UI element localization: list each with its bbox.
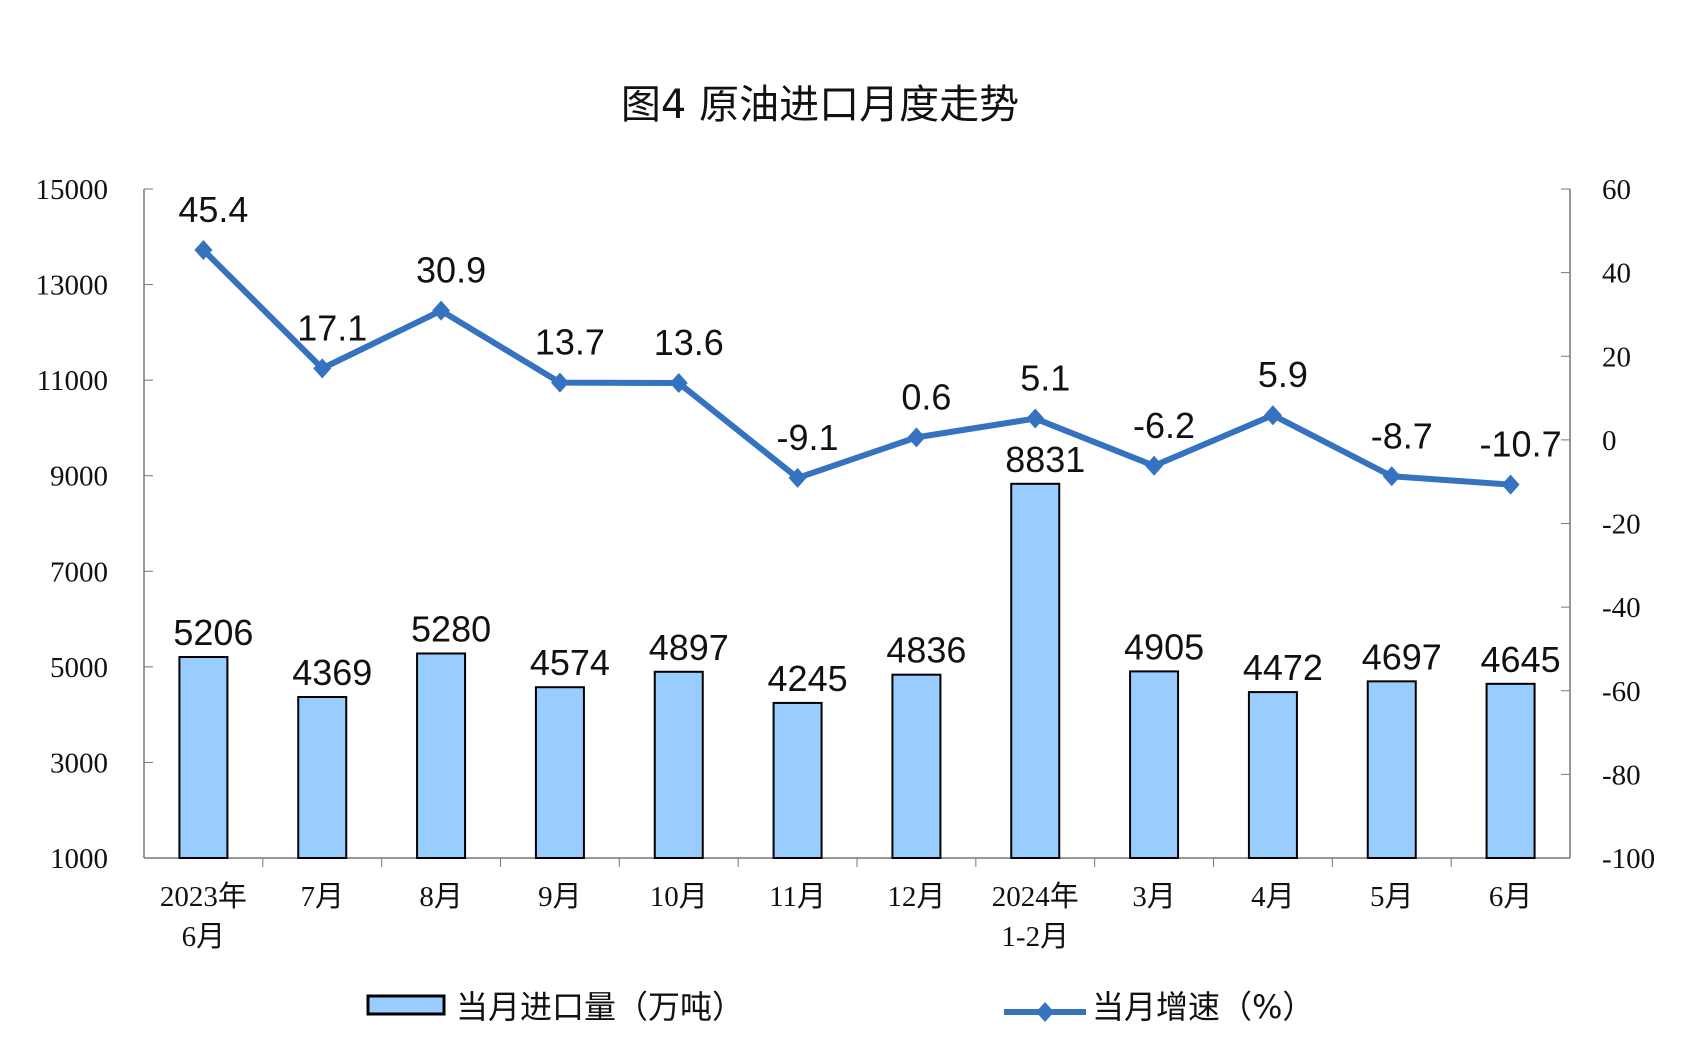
x-tick-label: 11月 xyxy=(769,881,826,913)
x-tick-label: 12月 xyxy=(887,881,945,913)
line-point xyxy=(1026,408,1045,429)
bar xyxy=(534,686,585,860)
legend-line-label: 当月增速（%） xyxy=(1092,988,1314,1026)
bar xyxy=(1247,691,1298,860)
bar-data-label: 4905 xyxy=(1124,626,1204,667)
bar-data-label: 8831 xyxy=(1005,439,1085,480)
bar-data-label: 4897 xyxy=(649,627,729,668)
line-data-label: 5.1 xyxy=(1020,358,1070,399)
x-tick-label: 4月 xyxy=(1251,881,1295,913)
bar-data-label: 4836 xyxy=(886,630,966,671)
x-tick-label: 5月 xyxy=(1370,881,1414,913)
left-tick-label: 3000 xyxy=(50,747,108,779)
bar-data-label: 5206 xyxy=(173,612,253,653)
right-tick-label: -100 xyxy=(1602,843,1655,875)
bar-data-label: 4574 xyxy=(530,642,610,683)
legend-line-marker xyxy=(1036,1002,1054,1022)
chart-title: 图4 原油进口月度走势 xyxy=(621,82,1019,128)
line-point xyxy=(194,240,213,261)
line-point xyxy=(313,358,332,379)
bar xyxy=(1366,680,1417,860)
bar-data-label: 5280 xyxy=(411,608,491,649)
x-tick-label: 6月 xyxy=(1489,881,1533,913)
bar xyxy=(297,696,348,860)
line-data-label: 45.4 xyxy=(178,189,248,230)
bar xyxy=(416,652,467,860)
line-point xyxy=(1145,455,1164,476)
right-tick-label: 40 xyxy=(1602,258,1631,290)
bar xyxy=(1129,670,1180,859)
x-tick-label: 8月 xyxy=(419,881,463,913)
left-tick-label: 11000 xyxy=(37,365,108,397)
x-tick-label: 2024年 xyxy=(992,880,1079,913)
bar xyxy=(178,656,229,860)
right-tick-label: -20 xyxy=(1602,509,1641,541)
line-data-label: 0.6 xyxy=(901,376,951,417)
x-tick-label: 6月 xyxy=(182,921,226,953)
x-tick-label: 10月 xyxy=(650,881,708,913)
x-tick-label: 1-2月 xyxy=(1001,921,1069,953)
right-tick-label: -80 xyxy=(1602,759,1641,791)
x-tick-label: 9月 xyxy=(538,881,582,913)
left-tick-label: 5000 xyxy=(50,652,108,684)
right-tick-label: 60 xyxy=(1602,174,1631,206)
x-tick-label: 2023年 xyxy=(160,880,247,913)
right-tick-label: -60 xyxy=(1602,676,1641,708)
bar-data-label: 4645 xyxy=(1481,639,1561,680)
line-data-label: -6.2 xyxy=(1133,405,1195,446)
left-tick-label: 7000 xyxy=(50,556,108,588)
line-data-label: 5.9 xyxy=(1258,354,1308,395)
line-point xyxy=(669,373,688,394)
x-tick-label: 7月 xyxy=(300,881,344,913)
line-point xyxy=(907,427,926,448)
bar-data-label: 4472 xyxy=(1243,647,1323,688)
line-point xyxy=(1382,466,1401,487)
bar-data-label: 4697 xyxy=(1362,636,1442,677)
bar xyxy=(1485,682,1536,859)
line-point xyxy=(788,467,807,488)
bar xyxy=(653,670,704,859)
legend-bar-label: 当月进口量（万吨） xyxy=(456,988,744,1026)
x-tick-label: 3月 xyxy=(1132,881,1176,913)
bar-data-label: 4245 xyxy=(768,658,848,699)
left-tick-label: 1000 xyxy=(50,843,108,875)
legend-bar-swatch xyxy=(366,994,446,1016)
line-point xyxy=(1263,405,1282,426)
right-tick-label: 0 xyxy=(1602,425,1617,457)
line-data-label: 13.7 xyxy=(535,322,605,363)
right-tick-label: -40 xyxy=(1602,592,1641,624)
bar xyxy=(891,673,942,859)
line-point xyxy=(432,300,451,321)
bar-data-label: 4369 xyxy=(292,652,372,693)
line-data-label: 30.9 xyxy=(416,250,486,291)
left-tick-label: 13000 xyxy=(36,270,109,302)
right-tick-label: 20 xyxy=(1602,341,1631,373)
bar xyxy=(772,701,823,859)
bar xyxy=(1010,482,1061,859)
line-data-label: 13.6 xyxy=(654,322,724,363)
line-point xyxy=(550,372,569,393)
left-tick-label: 9000 xyxy=(50,461,108,493)
line-data-label: -10.7 xyxy=(1480,424,1562,465)
line-data-label: 17.1 xyxy=(297,307,367,348)
left-tick-label: 15000 xyxy=(36,174,109,206)
line-data-label: -9.1 xyxy=(777,417,839,458)
growth-line xyxy=(201,247,1511,488)
legend: 当月进口量（万吨） 当月增速（%） xyxy=(366,988,1314,1026)
line-data-label: -8.7 xyxy=(1371,415,1433,456)
line-point xyxy=(1501,474,1520,495)
